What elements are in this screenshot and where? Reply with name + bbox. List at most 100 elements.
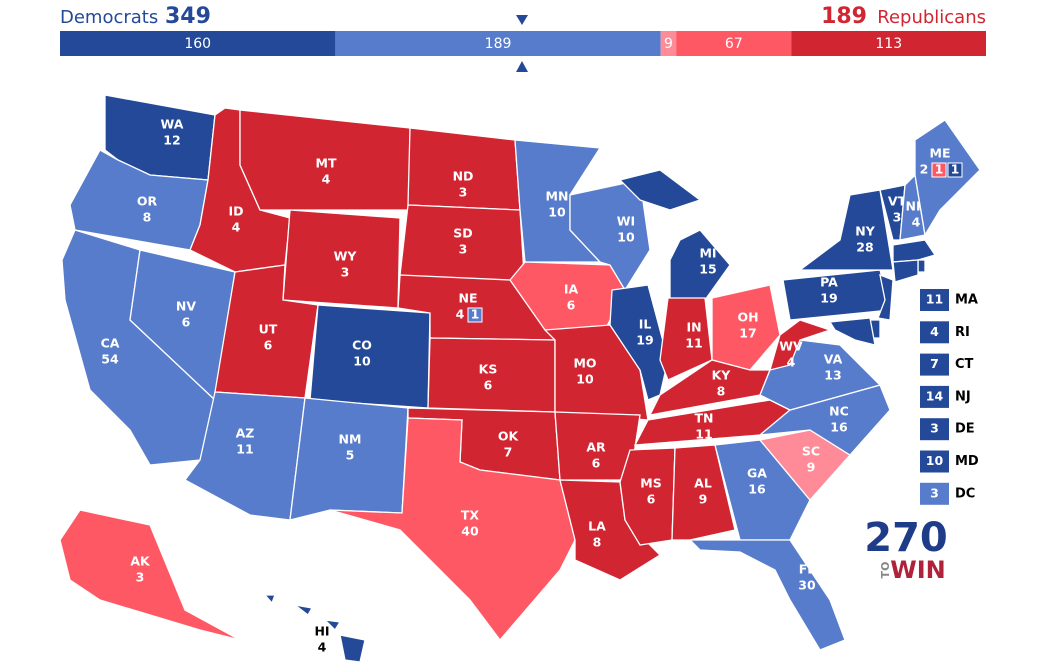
box-abbr: RI [955, 325, 970, 340]
state-ev: 4 [912, 215, 921, 230]
state-ev: 3 [893, 210, 902, 225]
state-abbr: MS [640, 476, 661, 491]
tally-bar: 160 189 9 67 113 [60, 31, 986, 56]
state-ev: 16 [830, 420, 848, 435]
state-abbr: VA [824, 352, 843, 367]
marker-bottom [516, 61, 528, 72]
dem-total: 349 [165, 4, 211, 29]
state-shape [877, 273, 894, 321]
box-abbr: NJ [955, 389, 971, 404]
state-shape [263, 594, 276, 605]
state-abbr: TN [695, 411, 714, 426]
state-ev: 19 [820, 291, 837, 306]
state-abbr: AR [586, 440, 606, 455]
state-ev: 5 [346, 448, 355, 463]
state-shape [671, 444, 736, 541]
state-ev: 3 [459, 242, 468, 257]
bar-label: 189 [485, 36, 512, 52]
box-ev: 3 [930, 421, 939, 436]
state-ev: 10 [548, 205, 566, 220]
state-ev: 11 [236, 442, 253, 457]
logo-win: WIN [890, 556, 946, 584]
bar-segment [335, 31, 661, 56]
state-ev: 4 [318, 640, 327, 655]
state-ev: 13 [824, 368, 841, 383]
state-ev: 8 [717, 384, 726, 399]
state-shape [323, 619, 342, 632]
state-abbr: IL [639, 317, 652, 332]
state-shape [714, 439, 811, 541]
state-abbr: CA [101, 336, 120, 351]
state-abbr: IN [686, 320, 701, 335]
state-abbr: CO [352, 338, 372, 353]
state-abbr: SD [453, 226, 472, 241]
state-shape [711, 284, 781, 371]
state-ev: 30 [798, 578, 816, 593]
state-shape [618, 169, 702, 211]
state-shape [294, 604, 314, 616]
state-ev: 7 [504, 445, 513, 460]
state-abbr: ND [453, 169, 474, 184]
state-abbr: TX [461, 508, 480, 523]
state-ev: 6 [264, 338, 273, 353]
box-abbr: MA [955, 293, 978, 308]
ev-box [920, 385, 949, 408]
rep-total: 189 [821, 4, 867, 29]
state-abbr: MO [573, 356, 596, 371]
state-ev: 9 [699, 492, 708, 507]
box-ev: 7 [930, 356, 939, 371]
state-ev: 54 [101, 352, 119, 367]
state-abbr: NC [829, 404, 849, 419]
state-ev: 8 [143, 210, 152, 225]
state-shape [329, 417, 576, 642]
district-box [467, 307, 483, 323]
ev-box [920, 321, 949, 344]
state-abbr: NY [855, 224, 875, 239]
state-abbr: PA [820, 275, 838, 290]
district-box [931, 162, 947, 178]
state-ev: 10 [576, 372, 594, 387]
state-ev: 10 [353, 354, 371, 369]
state-ev: 28 [856, 240, 873, 255]
box-ev: 4 [930, 324, 939, 339]
state-abbr: WV [779, 339, 803, 354]
ev-box [920, 450, 949, 473]
logo: 270 TO WIN [864, 515, 948, 584]
district-box [947, 162, 963, 178]
box-ev: 11 [926, 292, 943, 307]
district-ev: 1 [935, 162, 944, 177]
state-ev: 6 [647, 492, 656, 507]
state-ev: 12 [163, 133, 180, 148]
district-ev: 1 [471, 307, 480, 322]
state-abbr: GA [747, 466, 767, 481]
bar-segment [676, 31, 792, 56]
state-ev: 4 [322, 172, 331, 187]
state-ev: 4 [456, 307, 465, 322]
state-abbr: NV [176, 299, 196, 314]
logo-to: TO [879, 562, 892, 579]
bar-label: 67 [725, 36, 743, 52]
state-abbr: VT [888, 194, 907, 209]
box-ev: 14 [926, 388, 944, 403]
state-abbr: ID [228, 204, 243, 219]
box-abbr: CT [955, 357, 974, 372]
state-abbr: OH [737, 310, 758, 325]
state-shape [828, 317, 876, 346]
bar-label: 113 [875, 36, 902, 52]
bar-segment [791, 31, 986, 56]
state-abbr: MN [546, 189, 569, 204]
state-shape [769, 319, 833, 371]
box-abbr: DE [955, 422, 975, 437]
state-ev: 16 [748, 482, 766, 497]
state-shape [659, 297, 713, 381]
box-ev: 3 [930, 485, 939, 500]
state-ev: 40 [461, 524, 479, 539]
small-states: 11 MA 4 RI 7 CT 14 NJ 3 DE 10 MD 3 DC [920, 289, 979, 505]
states: WA12OR8CA54NV6ID4MT4WY3UT6AZ11CO10NM5ND3… [59, 94, 981, 663]
state-abbr: NE [458, 291, 477, 306]
state-ev: 9 [807, 460, 816, 475]
ev-box [920, 418, 949, 441]
state-ev: 3 [341, 265, 350, 280]
